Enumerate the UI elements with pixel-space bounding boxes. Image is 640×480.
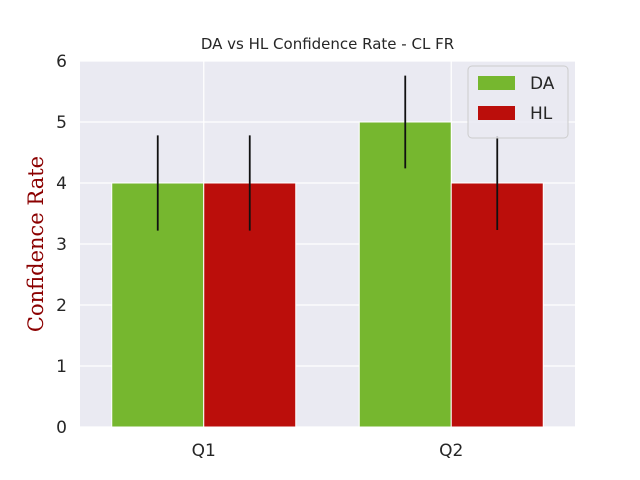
legend-label-hl: HL bbox=[530, 104, 553, 124]
error-bars bbox=[156, 75, 499, 231]
y-tick-label: 3 bbox=[56, 235, 67, 255]
bar-da-q2 bbox=[358, 121, 452, 428]
x-tick-label: Q1 bbox=[192, 441, 216, 461]
chart-title: DA vs HL Confidence Rate - CL FR bbox=[201, 35, 454, 53]
x-tick-label: Q2 bbox=[439, 441, 463, 461]
x-tick-labels: Q1 Q2 bbox=[192, 441, 464, 461]
y-axis-label: Confidence Rate bbox=[24, 156, 48, 332]
y-tick-label: 4 bbox=[56, 174, 67, 194]
legend-label-da: DA bbox=[530, 74, 555, 94]
y-tick-label: 5 bbox=[56, 113, 67, 133]
legend: DA HL bbox=[467, 65, 569, 139]
y-tick-labels: 0 1 2 3 4 5 6 bbox=[56, 52, 67, 438]
y-tick-label: 2 bbox=[56, 296, 67, 316]
y-tick-label: 1 bbox=[56, 357, 67, 377]
y-tick-label: 6 bbox=[56, 52, 67, 72]
legend-swatch-da bbox=[478, 76, 515, 90]
legend-swatch-hl bbox=[478, 106, 515, 120]
y-tick-label: 0 bbox=[56, 418, 67, 438]
